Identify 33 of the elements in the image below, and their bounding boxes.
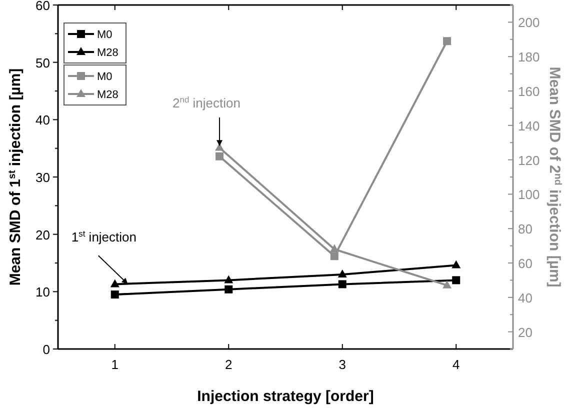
y2-tick-label: 120 [518, 152, 540, 168]
y-tick-label: 0 [42, 342, 50, 357]
annotation: 1$^{st}$ injection [71, 228, 137, 245]
y2-tick-label: 160 [518, 84, 540, 99]
point [442, 280, 452, 288]
y2-tick-label: 140 [518, 118, 540, 134]
x-tick-label: 1 [111, 357, 118, 372]
y-tick-label: 60 [36, 0, 50, 13]
legend-label: M0 [97, 29, 112, 41]
y2-tick-label: 100 [518, 187, 540, 202]
legend-label: M28 [97, 47, 118, 59]
y2-tick-label: 180 [518, 50, 540, 65]
point [330, 244, 339, 252]
x-tick-label: 4 [452, 357, 460, 372]
y2-tick-label: 60 [518, 256, 532, 271]
y-tick-label: 20 [36, 227, 50, 242]
annotation: 2$^{nd}$ injection [172, 94, 240, 110]
point [443, 37, 452, 46]
y-tick-label: 50 [36, 55, 50, 70]
y-tick-label: 10 [36, 284, 50, 300]
y-tick-label: 30 [36, 170, 50, 185]
y2-tick-label: 80 [518, 222, 532, 237]
point [330, 252, 338, 260]
legend-label: M28 [97, 89, 118, 101]
point [216, 152, 224, 160]
y2-tick-label: 200 [518, 15, 540, 30]
y2-tick-label: 40 [518, 290, 532, 306]
y2-tick-label: 20 [518, 324, 532, 340]
legend-label: M0 [97, 71, 112, 83]
y-tick-label: 40 [36, 112, 50, 128]
x-tick-label: 3 [338, 357, 346, 372]
x-tick-label: 2 [225, 357, 232, 372]
x-axis-title: Injection strategy [order] [197, 388, 374, 405]
